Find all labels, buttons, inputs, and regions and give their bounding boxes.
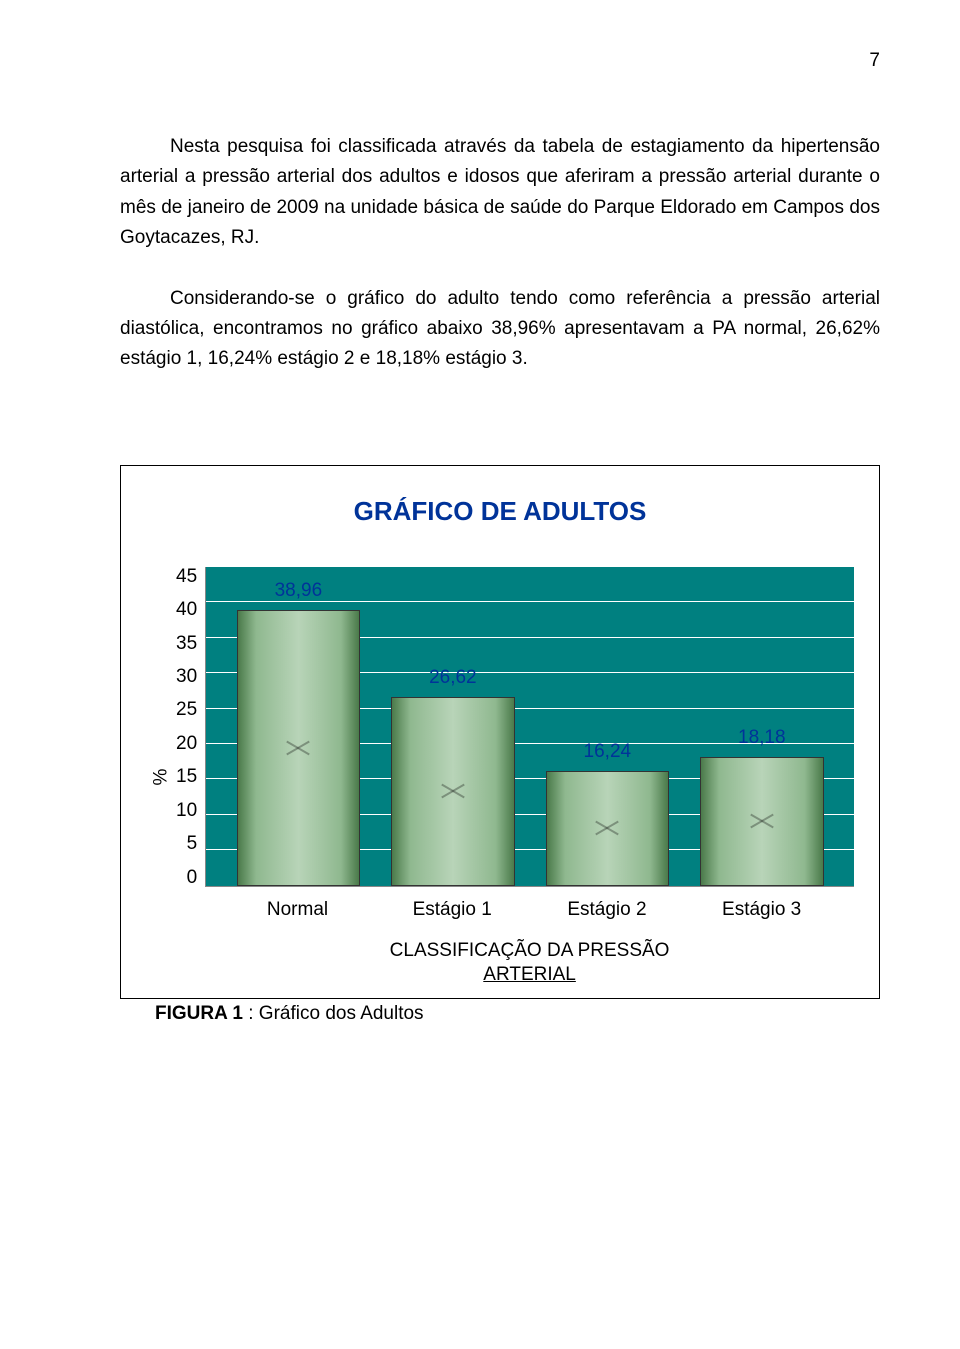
y-tick: 10	[176, 801, 197, 820]
bar-value-label: 26,62	[429, 667, 477, 689]
y-tick: 20	[176, 734, 197, 753]
figure-caption: FIGURA 1 : Gráfico dos Adultos	[155, 1003, 880, 1025]
y-axis-label: %	[146, 567, 176, 988]
bar	[700, 757, 824, 886]
x-axis-title: CLASSIFICAÇÃO DA PRESSÃO ARTERIAL	[205, 939, 854, 988]
y-tick: 25	[176, 700, 197, 719]
y-tick: 30	[176, 667, 197, 686]
y-tick: 0	[187, 868, 198, 887]
figure-caption-text: : Gráfico dos Adultos	[243, 1003, 424, 1024]
y-tick: 40	[176, 600, 197, 619]
x-axis-title-line2: ARTERIAL	[205, 963, 854, 988]
bar-value-label: 38,96	[275, 580, 323, 602]
bars-container: 38,96 26,62 16,24 18,18	[206, 567, 854, 886]
bar-slot: 26,62	[376, 567, 530, 886]
bar-value-label: 18,18	[738, 727, 786, 749]
bar	[237, 610, 361, 886]
bar	[546, 771, 670, 886]
chart-container: GRÁFICO DE ADULTOS % 45 40 35 30 25 20 15 10 5 0 …	[120, 465, 880, 999]
bar-slot: 16,24	[530, 567, 684, 886]
bar-slot: 38,96	[221, 567, 375, 886]
paragraph-1: Nesta pesquisa foi classificada através …	[120, 132, 880, 254]
x-tick-label: Estágio 1	[375, 899, 530, 921]
bar	[391, 697, 515, 886]
x-tick-label: Estágio 3	[684, 899, 839, 921]
y-tick: 5	[187, 834, 198, 853]
chart-area: % 45 40 35 30 25 20 15 10 5 0 38,96 26,62 16,24 18,1…	[146, 567, 854, 988]
y-axis-ticks: 45 40 35 30 25 20 15 10 5 0	[176, 567, 205, 887]
y-tick: 35	[176, 634, 197, 653]
chart-title: GRÁFICO DE ADULTOS	[146, 496, 854, 527]
y-tick: 45	[176, 567, 197, 586]
paragraph-2: Considerando-se o gráfico do adulto tend…	[120, 284, 880, 375]
bar-value-label: 16,24	[584, 741, 632, 763]
plot-area: 38,96 26,62 16,24 18,18	[205, 567, 854, 887]
bar-slot: 18,18	[685, 567, 839, 886]
y-tick: 15	[176, 767, 197, 786]
plot-wrap: 38,9626,6216,2418,18 NormalEstágio 1Está…	[205, 567, 854, 988]
figure-caption-bold: FIGURA 1	[155, 1003, 243, 1024]
x-axis-title-line1: CLASSIFICAÇÃO DA PRESSÃO	[205, 939, 854, 964]
x-axis-labels: NormalEstágio 1Estágio 2Estágio 3	[205, 887, 854, 921]
x-tick-label: Normal	[220, 899, 375, 921]
page-number: 7	[120, 50, 880, 72]
x-tick-label: Estágio 2	[530, 899, 685, 921]
